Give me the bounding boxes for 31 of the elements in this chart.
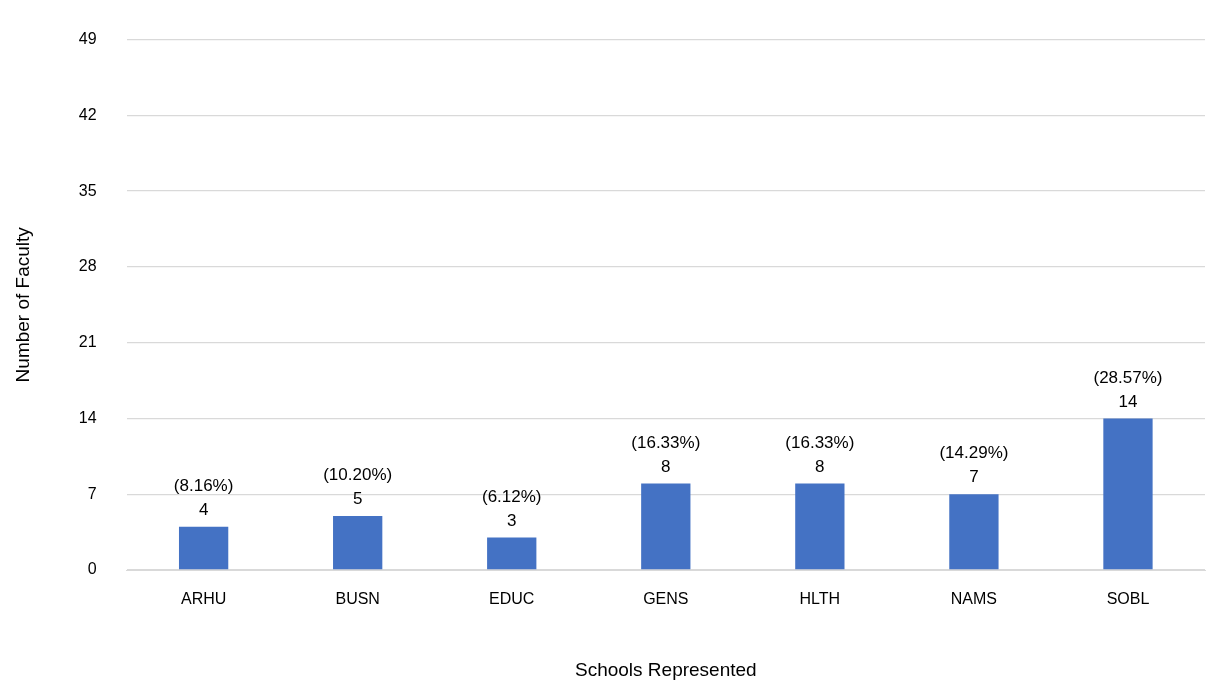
data-label: (28.57%) 14 bbox=[1093, 367, 1163, 411]
y-tick-label: 35 bbox=[78, 181, 97, 199]
x-tick-label: SOBL bbox=[1106, 590, 1150, 608]
y-tick-label: 0 bbox=[87, 560, 97, 578]
bar bbox=[487, 537, 537, 570]
y-tick-label: 42 bbox=[78, 105, 97, 123]
bar bbox=[795, 483, 845, 570]
x-tick-label: GENS bbox=[643, 590, 689, 608]
y-tick-label: 7 bbox=[87, 484, 97, 502]
x-tick-label: BUSN bbox=[335, 590, 380, 608]
x-tick-label: ARHU bbox=[180, 590, 227, 608]
y-tick-label: 14 bbox=[78, 408, 97, 426]
x-tick-label: EDUC bbox=[489, 590, 535, 608]
x-tick-label: NAMS bbox=[950, 590, 998, 608]
bar bbox=[641, 483, 691, 570]
data-label: (6.12%) 3 bbox=[481, 486, 542, 530]
bar bbox=[949, 494, 999, 570]
y-tick-label: 49 bbox=[78, 30, 97, 48]
bar bbox=[1103, 418, 1153, 570]
data-label: (16.33%) 8 bbox=[631, 432, 701, 476]
data-label: (8.16%) 4 bbox=[173, 475, 234, 519]
y-tick-label: 21 bbox=[78, 333, 97, 351]
data-label: (16.33%) 8 bbox=[785, 432, 855, 476]
x-axis-title: Schools Represented bbox=[574, 658, 757, 680]
y-tick-label: 28 bbox=[78, 257, 97, 275]
data-label: (14.29%) 7 bbox=[939, 443, 1009, 487]
bar bbox=[178, 526, 229, 570]
bar bbox=[333, 515, 383, 570]
y-axis-title: Number of Faculty bbox=[11, 226, 33, 383]
x-tick-label: HLTH bbox=[799, 590, 841, 608]
data-label: (10.20%) 5 bbox=[323, 465, 393, 509]
